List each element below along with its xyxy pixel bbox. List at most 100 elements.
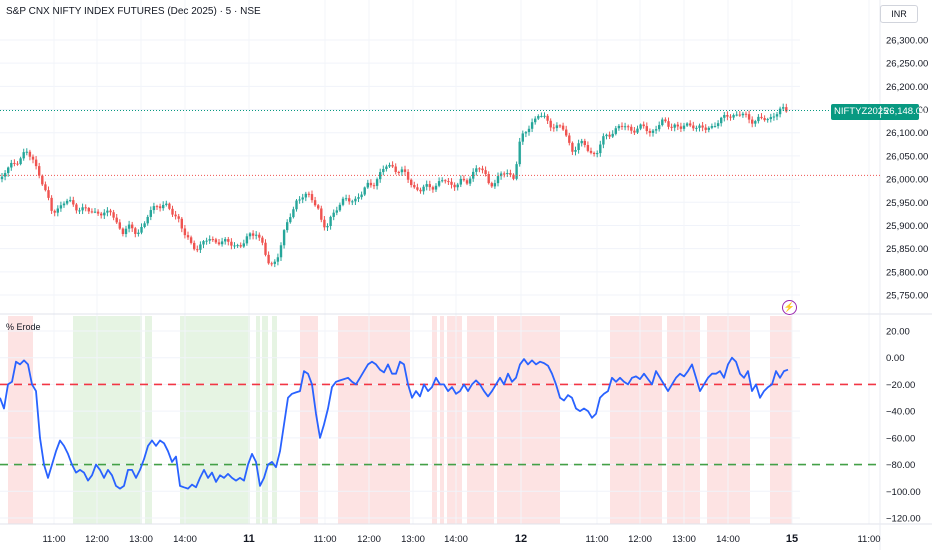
price-tick-label: 26,100.00 — [886, 128, 928, 139]
candle-body — [81, 207, 84, 211]
candle-body — [782, 107, 785, 109]
candle-body — [344, 198, 348, 200]
candle-body — [28, 151, 32, 157]
candle-body — [354, 198, 357, 202]
candle-body — [75, 204, 78, 211]
candle-body — [239, 245, 242, 247]
time-axis[interactable]: 11:00 12:00 13:00 14:00 11 11:00 12:00 13:00 14:… — [42, 533, 880, 545]
price-axis[interactable]: 26,300.0026,250.0026,200.0026,150.0026,1… — [886, 36, 928, 302]
currency-button[interactable]: INR — [880, 5, 918, 23]
candle-body — [499, 173, 503, 177]
candle-body — [224, 239, 227, 242]
candle-body — [233, 245, 236, 247]
candle-body — [397, 171, 400, 173]
candle-body — [447, 181, 450, 183]
candle-body — [707, 127, 710, 130]
candle-body — [654, 129, 658, 131]
candle-body — [775, 114, 779, 117]
candle-body — [431, 187, 435, 190]
time-tick-label: 11:00 — [42, 534, 65, 545]
candle-body — [530, 122, 534, 129]
candle-body — [50, 197, 53, 211]
candle-body — [301, 197, 304, 200]
candle-body — [549, 120, 552, 128]
candle-body — [186, 235, 190, 238]
candle-body — [506, 173, 509, 175]
candle-body — [292, 209, 295, 218]
candle-body — [127, 224, 131, 229]
time-tick-label: 14:00 — [444, 534, 468, 545]
candle-body — [778, 108, 782, 115]
candle-body — [608, 134, 611, 137]
candle-body — [289, 217, 292, 223]
candle-body — [323, 219, 326, 228]
candle-body — [152, 206, 156, 211]
candle-body — [251, 233, 255, 236]
candle-body — [87, 207, 90, 212]
candle-body — [341, 198, 345, 205]
candle-body — [760, 116, 763, 119]
candle-body — [685, 123, 689, 126]
candle-body — [630, 126, 633, 131]
time-tick-label: 11:00 — [313, 534, 336, 545]
zone-band — [338, 316, 410, 524]
candle-body — [84, 207, 87, 209]
candle-body — [53, 210, 56, 213]
candle-body — [763, 118, 766, 121]
candle-body — [475, 168, 478, 172]
candle-body — [211, 239, 214, 241]
candle-body — [38, 166, 41, 176]
candle-body — [143, 223, 146, 227]
candle-body — [645, 126, 648, 132]
zone-band — [180, 316, 250, 524]
candle-body — [137, 232, 140, 234]
candle-body — [193, 242, 196, 250]
candle-body — [617, 125, 621, 129]
candle-body — [453, 184, 456, 188]
candle-body — [592, 152, 596, 155]
erode-tick-label: −120.00 — [886, 514, 921, 525]
candle-body — [710, 126, 714, 128]
candle-body — [326, 226, 329, 228]
candle-body — [636, 128, 639, 133]
candle-body — [158, 206, 162, 209]
candle-body — [69, 200, 72, 202]
candle-body — [546, 115, 549, 121]
candle-body — [571, 142, 574, 152]
candle-body — [313, 200, 317, 206]
candle-body — [704, 127, 707, 130]
candle-body — [695, 127, 698, 129]
candle-body — [751, 119, 754, 124]
candle-body — [735, 114, 738, 116]
lightning-icon[interactable]: ⚡ — [782, 300, 797, 315]
zone-band — [440, 316, 444, 524]
candle-body — [450, 181, 453, 185]
candle-body — [180, 218, 183, 229]
candle-body — [689, 123, 692, 126]
candle-body — [214, 239, 218, 243]
erode-line-series — [0, 356, 789, 490]
candle-body — [701, 125, 704, 128]
candle-body — [0, 176, 4, 180]
candle-body — [472, 171, 475, 179]
time-tick-label: 12:00 — [85, 534, 109, 545]
candle-body — [456, 184, 459, 188]
candle-body — [552, 127, 555, 129]
candle-body — [574, 150, 577, 152]
candle-body — [90, 211, 94, 213]
candle-body — [611, 133, 614, 137]
zone-band — [145, 316, 152, 524]
last-price-tag: NIFTYZ2025 26,148.00 — [831, 104, 926, 120]
candle-body — [199, 244, 202, 250]
candle-body — [441, 180, 444, 182]
zone-band — [447, 316, 462, 524]
erode-axis[interactable]: 20.00 0.00 −20.00 −40.00 −60.00 −80.00 −100.00… — [886, 327, 921, 525]
candle-body — [298, 199, 301, 201]
time-tick-label: 12 — [515, 533, 527, 545]
candle-body — [444, 180, 447, 182]
candle-body — [682, 125, 686, 129]
candle-body — [726, 115, 729, 117]
candle-body — [320, 208, 323, 220]
candle-body — [78, 210, 81, 212]
candle-body — [651, 130, 655, 133]
